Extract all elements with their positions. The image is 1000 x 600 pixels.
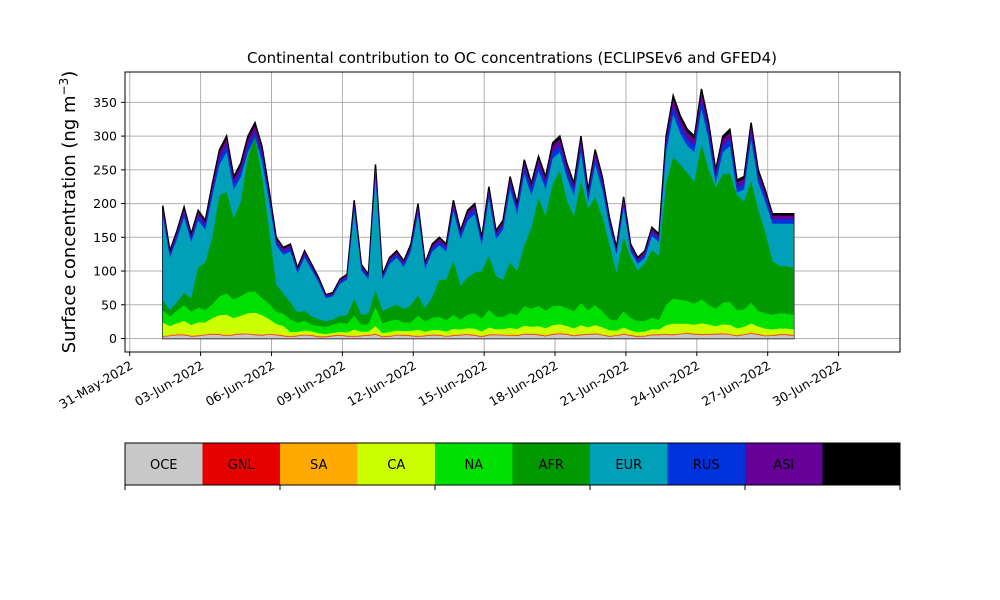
x-tick-label-0: 31-May-2022 [56,358,135,412]
stacked-areas [162,88,795,340]
legend-swatch-sa [280,443,358,485]
legend-swatch-oce [125,443,203,485]
legend-label-afr: AFR [539,458,564,473]
area-ca [162,312,794,339]
y-axis-ticks: 0 50 100 150 200 250 300 350 [93,95,125,346]
legend-swatch-gnl [202,443,280,485]
legend-label-sa: SA [310,458,327,473]
y-tick-label-1: 50 [101,297,117,312]
x-tick-label-4: 12-Jun-2022 [345,358,419,409]
area-na [162,291,794,339]
legend-label-gnl: GNL [228,458,256,473]
legend-swatch-eur [590,443,668,485]
y-tick-label-6: 300 [93,129,117,144]
y-tick-label-7: 350 [93,95,117,110]
legend-swatch-aus [822,443,900,485]
x-axis-ticks: 31-May-202203-Jun-202206-Jun-202209-Jun-… [56,352,844,412]
y-tick-label-3: 150 [93,230,117,245]
y-tick-label-4: 200 [93,196,117,211]
legend-label-rus: RUS [693,458,720,473]
legend-label-ca: CA [387,458,405,473]
x-tick-label-2: 06-Jun-2022 [203,358,277,409]
x-tick-label-1: 03-Jun-2022 [132,358,206,409]
legend-label-na: NA [464,458,483,473]
y-axis-label: Surface concentration (ng m−3) [57,71,80,354]
y-tick-label-2: 100 [93,264,117,279]
plot-frame [124,71,901,353]
legend-swatch-na [435,443,513,485]
x-tick-label-6: 18-Jun-2022 [486,358,560,409]
legend-label-asi: ASI [773,458,794,473]
y-tick-label-0: 0 [109,331,117,346]
area-afr [162,137,794,339]
x-tick-label-8: 24-Jun-2022 [628,358,702,409]
legend-frame [124,442,901,486]
legend-swatch-afr [512,443,590,485]
chart-title: Continental contribution to OC concentra… [247,49,777,67]
y-tick-label-5: 250 [93,162,117,177]
x-tick-label-5: 15-Jun-2022 [415,358,489,409]
area-oce [162,333,794,339]
legend-swatch-rus [667,443,745,485]
legend-label-oce: OCE [150,458,178,473]
x-tick-label-9: 27-Jun-2022 [699,358,773,409]
x-tick-label-7: 21-Jun-2022 [557,358,631,409]
legend-swatch-asi [745,443,823,485]
x-tick-label-3: 09-Jun-2022 [274,358,348,409]
legend-label-aus: AUS [848,458,875,473]
legend-label-eur: EUR [615,458,642,473]
legend-swatch-ca [357,443,435,485]
x-tick-label-10: 30-Jun-2022 [770,358,844,409]
colorbar-legend: OCE GNL SA CA NA AFR EUR RUS ASI AUS [124,442,901,490]
